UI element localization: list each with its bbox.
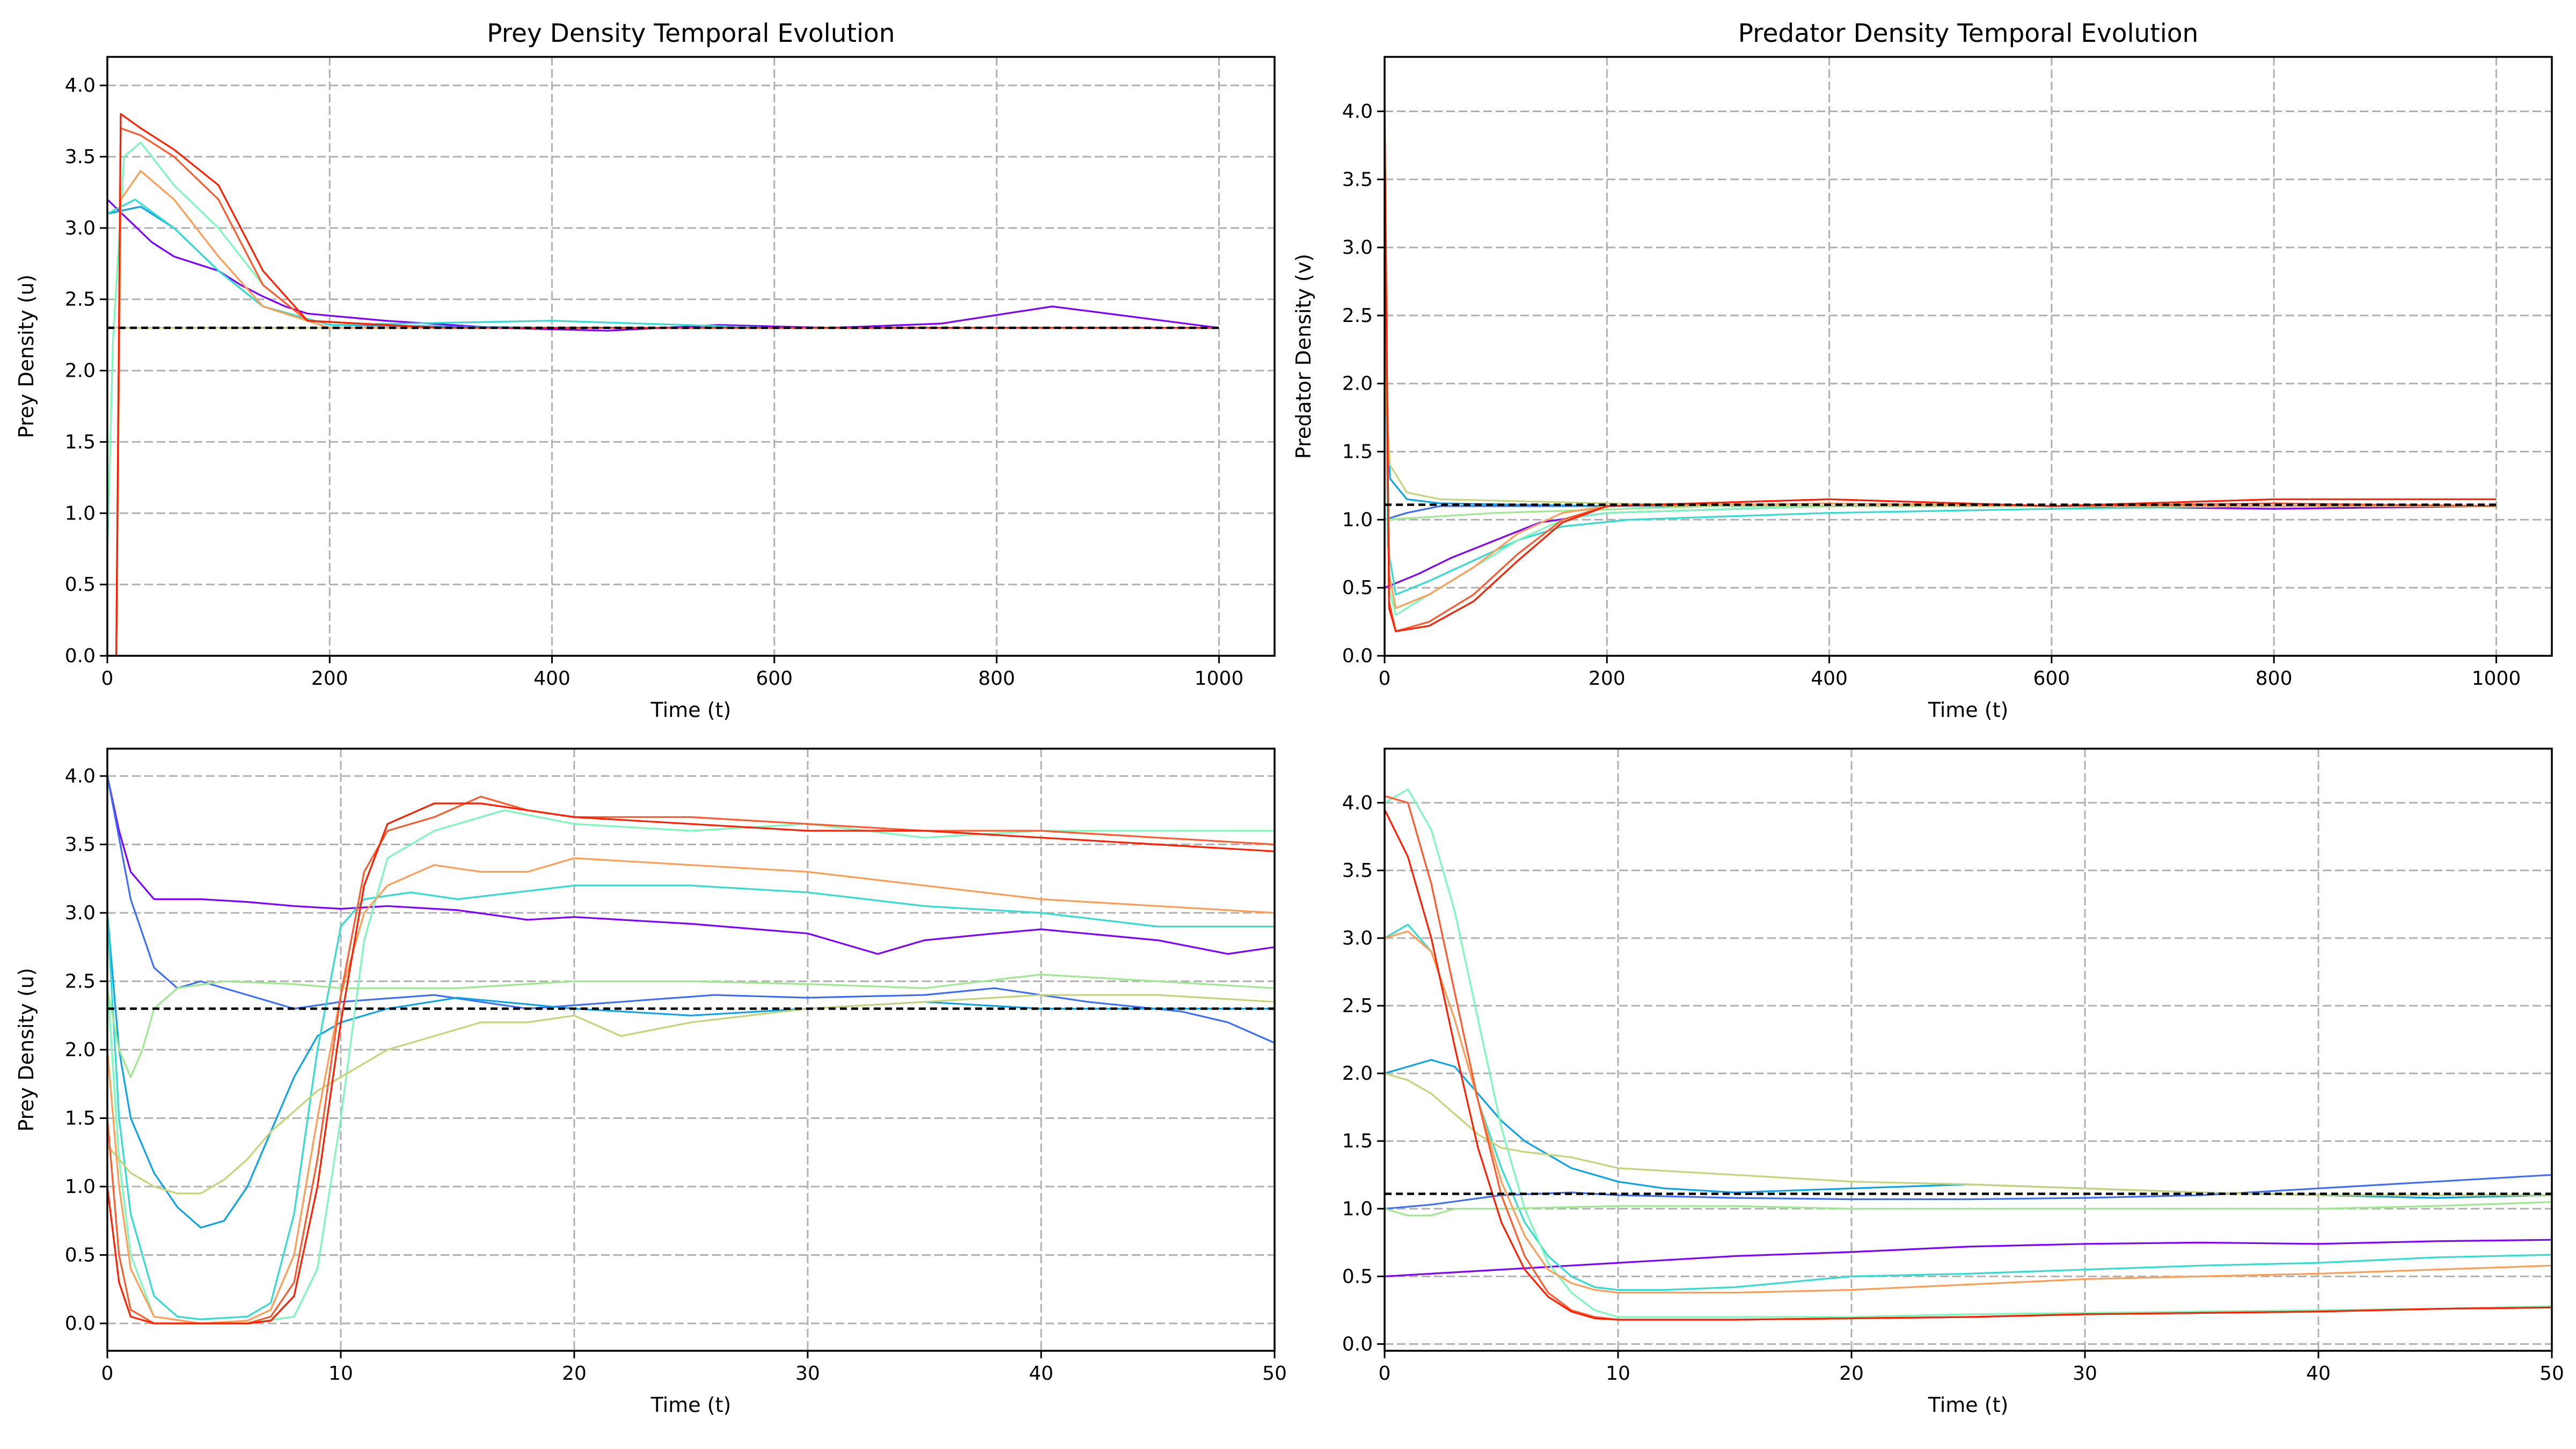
y-tick-label: 0.5: [1342, 1265, 1373, 1287]
y-tick-label: 0.0: [65, 1313, 96, 1335]
x-tick-label: 600: [756, 668, 793, 690]
y-tick-label: 1.0: [65, 1176, 96, 1198]
y-tick-label: 3.5: [1342, 860, 1373, 882]
x-axis-label: Time (t): [1928, 698, 2009, 722]
y-tick-label: 3.0: [65, 217, 96, 239]
y-axis-label: Predator Density (v): [1292, 254, 1315, 459]
series-line-6: [107, 974, 1275, 1078]
x-tick-label: 800: [2256, 668, 2293, 690]
series-line-4: [107, 884, 1275, 1320]
x-axis-label: Time (t): [650, 698, 731, 722]
x-tick-label: 50: [1262, 1363, 1287, 1385]
series-line-1: [1385, 1239, 2552, 1277]
y-tick-label: 2.0: [1342, 373, 1373, 395]
axes-frame: [1384, 748, 2553, 1352]
x-tick-label: 600: [2033, 668, 2070, 690]
chart-title: Predator Density Temporal Evolution: [1738, 19, 2199, 48]
x-tick-label: 400: [533, 668, 570, 690]
y-tick-label: 0.5: [1342, 577, 1373, 599]
y-tick-label: 0.0: [1342, 645, 1373, 667]
tick-layer: 0 10 20 30 40 50 0.0 0.5 1.0 1.5 2.0 2.5 3.0 3.5 4.0: [65, 765, 1287, 1385]
y-tick-label: 3.5: [1342, 169, 1373, 191]
y-tick-label: 0.0: [65, 645, 96, 667]
x-tick-label: 1000: [2472, 668, 2521, 690]
series-line-8: [1385, 930, 2552, 1294]
series-line-10: [107, 802, 1275, 1324]
tick-layer: 0 200 400 600 800 1000 0.0 0.5 1.0 1.5 2.0 2.5 3.0 3.…: [1342, 100, 2521, 690]
predator-density-zoom-panel: Time (t) 0 10 20 30 40 50 0.0 0.5 1.0 1.5 2.0 2.5 3.…: [1342, 748, 2564, 1417]
x-tick-label: 40: [1029, 1363, 1053, 1385]
x-tick-label: 0: [101, 1363, 114, 1385]
y-tick-label: 3.5: [65, 146, 96, 168]
y-axis-label: Prey Density (u): [14, 274, 38, 438]
x-tick-label: 400: [1811, 668, 1848, 690]
y-tick-label: 1.0: [65, 502, 96, 524]
x-tick-label: 1000: [1195, 668, 1244, 690]
series-line-10: [1385, 809, 2552, 1321]
x-tick-label: 200: [311, 668, 348, 690]
y-tick-label: 1.0: [1342, 509, 1373, 531]
y-tick-label: 2.0: [65, 1039, 96, 1061]
y-tick-label: 0.0: [1342, 1333, 1373, 1355]
prey-density-long-run-panel: Prey Density Temporal Evolution Time (t)…: [14, 19, 1276, 722]
x-tick-label: 30: [795, 1363, 820, 1385]
y-tick-label: 3.5: [65, 834, 96, 856]
x-tick-label: 20: [1839, 1363, 1864, 1385]
y-tick-label: 3.0: [1342, 927, 1373, 949]
chart-title: Prey Density Temporal Evolution: [487, 19, 895, 48]
x-tick-label: 0: [1379, 668, 1391, 690]
x-tick-label: 10: [1606, 1363, 1630, 1385]
y-tick-label: 4.0: [1342, 792, 1373, 814]
y-tick-label: 2.5: [1342, 305, 1373, 327]
x-tick-label: 10: [328, 1363, 353, 1385]
x-tick-label: 30: [2073, 1363, 2097, 1385]
y-tick-label: 1.0: [1342, 1198, 1373, 1220]
y-tick-label: 1.5: [1342, 1130, 1373, 1152]
series-line-1: [107, 775, 1275, 955]
y-tick-label: 2.5: [65, 971, 96, 993]
series-layer: [1385, 98, 2497, 632]
tick-layer: 0 10 20 30 40 50 0.0 0.5 1.0 1.5 2.0 2.5 3.0 3.5 4.0: [1342, 792, 2564, 1385]
series-line-6: [1385, 1201, 2552, 1217]
x-tick-label: 200: [1589, 668, 1626, 690]
tick-layer: 0 200 400 600 800 1000 0.0 0.5 1.0 1.5 2.0 2.5 3.0 3.…: [65, 75, 1244, 690]
x-tick-label: 0: [1379, 1363, 1391, 1385]
x-axis-label: Time (t): [650, 1393, 731, 1417]
y-tick-label: 2.0: [1342, 1063, 1373, 1085]
x-tick-label: 20: [562, 1363, 587, 1385]
series-line-8: [107, 857, 1275, 1324]
y-tick-label: 2.5: [1342, 995, 1373, 1017]
y-tick-label: 2.5: [65, 289, 96, 311]
series-line-7: [107, 994, 1275, 1195]
axes-frame: [1384, 56, 2553, 657]
axes-frame: [106, 56, 1276, 657]
y-tick-label: 3.0: [1342, 237, 1373, 259]
x-tick-label: 40: [2306, 1363, 2331, 1385]
x-tick-label: 800: [978, 668, 1015, 690]
y-tick-label: 1.5: [65, 431, 96, 453]
prey-density-zoom-panel: Time (t) Prey Density (u) 0 10 20 30 40 50 0.0…: [14, 748, 1287, 1417]
series-line-1: [107, 199, 1219, 332]
predator-density-long-run-panel: Predator Density Temporal Evolution Time…: [1292, 19, 2553, 722]
series-layer: [107, 775, 1275, 1324]
y-tick-label: 4.0: [1342, 100, 1373, 122]
x-axis-label: Time (t): [1928, 1393, 2009, 1417]
y-axis-label: Prey Density (u): [14, 968, 38, 1131]
y-tick-label: 1.5: [1342, 441, 1373, 463]
y-tick-label: 4.0: [65, 765, 96, 787]
series-line-4: [1385, 220, 2497, 596]
y-tick-label: 3.0: [65, 902, 96, 924]
y-tick-label: 0.5: [65, 574, 96, 596]
y-tick-label: 2.0: [65, 360, 96, 382]
x-tick-label: 0: [101, 668, 114, 690]
series-layer: [1385, 788, 2552, 1321]
y-tick-label: 0.5: [65, 1245, 96, 1267]
series-line-5: [1385, 788, 2552, 1318]
y-tick-label: 4.0: [65, 75, 96, 97]
y-tick-label: 1.5: [65, 1108, 96, 1130]
x-tick-label: 50: [2540, 1363, 2564, 1385]
